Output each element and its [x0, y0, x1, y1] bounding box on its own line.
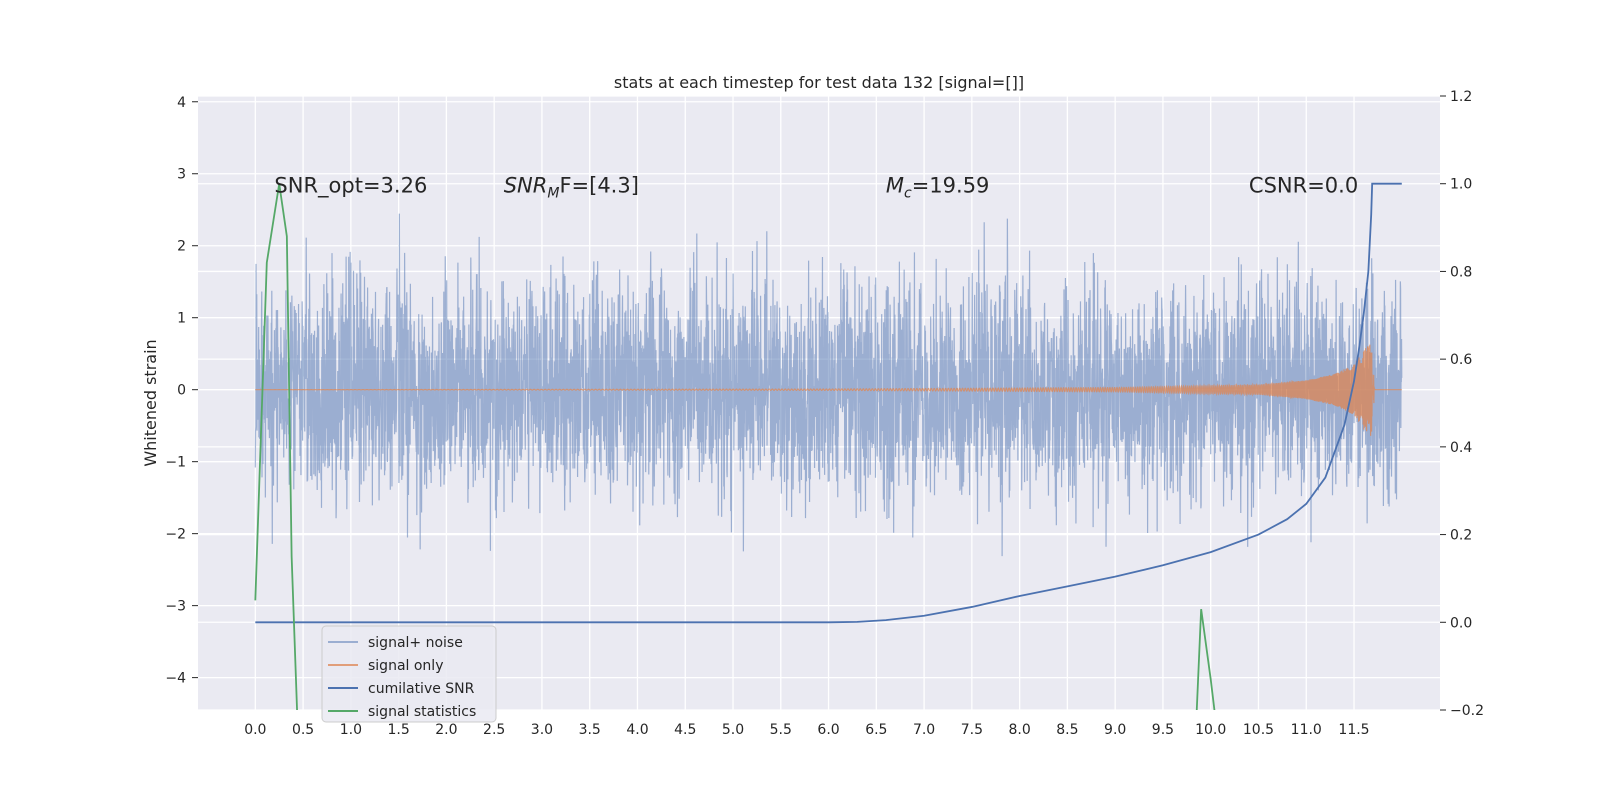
annotation-2: Mc=19.59: [886, 174, 990, 202]
y2-tick-label: 0.2: [1450, 528, 1472, 544]
y2-tick-label: 0.0: [1450, 615, 1472, 631]
axis-ticks: 0.0 0.5 1.0 1.5 2.0 2.5 3.0 3.5 4.0 4.5 5.0 5.5 6.0 6…: [165, 89, 1484, 738]
x-tick-label: 3.0: [531, 722, 553, 738]
y-axis-label: Whitened strain: [141, 339, 160, 466]
legend: signal+ noise signal only cumilative SNR si…: [321, 625, 497, 723]
legend-box: [321, 625, 497, 723]
y2-tick-label: 0.6: [1450, 352, 1472, 368]
y2-tick-label: 1.0: [1450, 177, 1472, 193]
series-cumulative-snr-line: [255, 182, 1402, 624]
x-tick-label: 9.5: [1152, 722, 1174, 738]
y-tick-label: −4: [165, 671, 186, 687]
annotation-3: CSNR=0.0: [1249, 174, 1358, 198]
y-tick-label: 2: [177, 239, 186, 255]
y-tick-label: −2: [165, 527, 186, 543]
legend-label: signal statistics: [368, 704, 476, 720]
series-signal-statistics-line: [1195, 609, 1216, 710]
x-tick-label: 4.0: [626, 722, 648, 738]
legend-label: signal only: [368, 658, 443, 674]
x-tick-label: 6.0: [817, 722, 839, 738]
y-tick-label: 4: [177, 95, 186, 111]
x-tick-label: 2.5: [483, 722, 505, 738]
y2-tick-label: 0.4: [1450, 440, 1472, 456]
x-tick-label: 5.5: [770, 722, 792, 738]
legend-label: signal+ noise: [368, 635, 463, 651]
chart-title: stats at each timestep for test data 132…: [614, 73, 1024, 92]
x-tick-label: 7.5: [961, 722, 983, 738]
x-tick-label: 8.5: [1056, 722, 1078, 738]
y2-tick-label: 0.8: [1450, 264, 1472, 280]
x-tick-label: 1.0: [340, 722, 362, 738]
y-tick-label: 1: [177, 311, 186, 327]
annotations: SNR_opt=3.26 SNRMF=[4.3] Mc=19.59 CSNR=0.0: [274, 174, 1358, 202]
x-tick-label: 11.5: [1338, 722, 1369, 738]
y-tick-label: −1: [165, 455, 186, 471]
y2-tick-label: 1.2: [1450, 89, 1472, 105]
y-tick-label: 3: [177, 167, 186, 183]
x-tick-label: 11.0: [1291, 722, 1322, 738]
x-tick-label: 6.5: [865, 722, 887, 738]
y2-tick-label: −0.2: [1450, 703, 1484, 719]
annotation-0: SNR_opt=3.26: [274, 174, 427, 199]
y-tick-label: 0: [177, 383, 186, 399]
x-tick-label: 3.5: [579, 722, 601, 738]
x-tick-label: 0.5: [292, 722, 314, 738]
x-tick-label: 8.0: [1008, 722, 1030, 738]
x-tick-label: 10.0: [1195, 722, 1226, 738]
x-tick-label: 1.5: [387, 722, 409, 738]
series-signal-noise-line: [254, 213, 1403, 557]
x-tick-label: 7.0: [913, 722, 935, 738]
x-tick-label: 5.0: [722, 722, 744, 738]
series-signal-only-line: [255, 344, 1402, 436]
legend-label: cumilative SNR: [368, 681, 475, 697]
x-tick-label: 9.0: [1104, 722, 1126, 738]
series-signal-statistics-line: [254, 183, 298, 710]
y-tick-label: −3: [165, 599, 186, 615]
x-tick-label: 4.5: [674, 722, 696, 738]
annotation-1: SNRMF=[4.3]: [504, 174, 639, 202]
x-tick-label: 0.0: [244, 722, 266, 738]
series-layer: [254, 182, 1403, 710]
x-tick-label: 10.5: [1243, 722, 1274, 738]
x-tick-label: 2.0: [435, 722, 457, 738]
